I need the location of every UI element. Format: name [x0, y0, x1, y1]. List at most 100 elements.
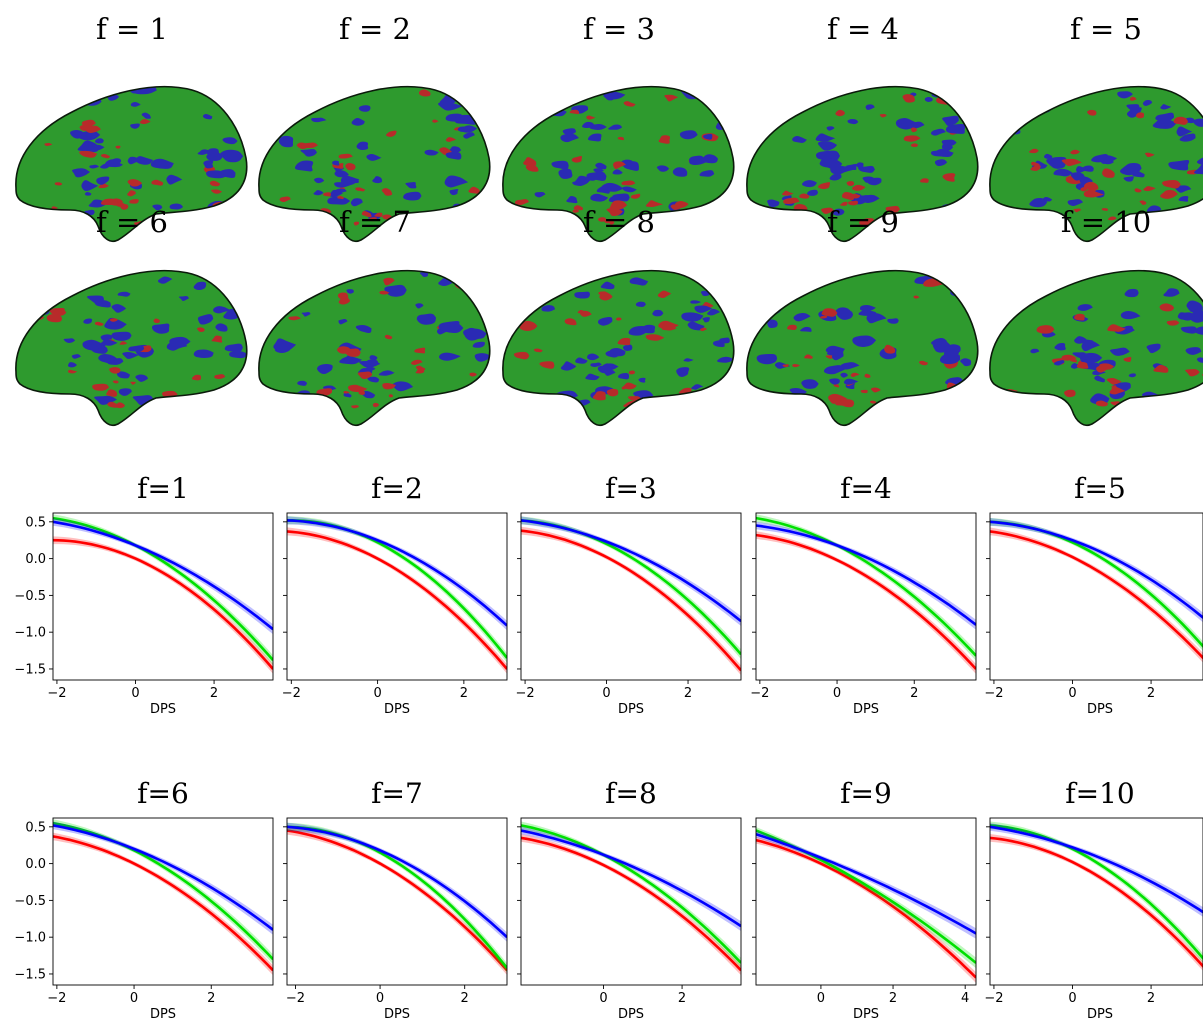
x-tick-label: 0: [817, 991, 825, 1006]
brain-title: f = 8: [583, 205, 655, 239]
plot-frame: [52, 817, 274, 986]
chart-panel: f=10 −2 0 2 DPS: [984, 777, 1203, 1022]
plot-frame: [755, 817, 977, 986]
series-line-blue: [521, 829, 741, 928]
plot-frame: [989, 512, 1203, 681]
x-tick-label: −2: [286, 991, 305, 1006]
plot-area: [53, 514, 273, 674]
x-axis-label: DPS: [1087, 1007, 1113, 1022]
x-tick-label: −2: [984, 991, 1003, 1006]
brain-panel: f = 7: [258, 205, 491, 426]
brain-title: f = 1: [96, 12, 168, 46]
x-tick-label: 0: [833, 686, 841, 701]
chart-title: f=3: [605, 472, 657, 505]
brain-title: f = 5: [1070, 12, 1142, 46]
series-line-blue: [287, 519, 507, 627]
y-tick-label: −0.5: [14, 894, 46, 909]
x-tick-label: −2: [47, 991, 66, 1006]
chart-title: f=2: [371, 472, 423, 505]
x-tick-label: 2: [678, 991, 686, 1006]
series-line-green: [990, 520, 1203, 649]
plot-frame: [52, 512, 274, 681]
x-axis-label: DPS: [853, 702, 879, 717]
chart-title: f=5: [1074, 472, 1126, 505]
series-line-blue: [990, 825, 1203, 914]
series-line-red: [756, 838, 976, 979]
series-line-green: [287, 518, 507, 659]
brain-surface-image: [989, 269, 1203, 426]
x-tick-label: 2: [1147, 686, 1155, 701]
x-tick-label: 0: [130, 991, 138, 1006]
brain-panel: f = 8: [502, 205, 735, 426]
series-band-red: [287, 826, 507, 975]
plot-frame: [520, 817, 742, 986]
series-line-red: [756, 533, 976, 670]
x-axis-label: DPS: [150, 702, 176, 717]
x-tick-label: −2: [282, 686, 301, 701]
chart-panel: f=6 −2 0 2 0.5 0.0 −0.5 −1.0 −1.5 DPS: [14, 777, 274, 1022]
x-tick-label: 0: [602, 686, 610, 701]
series-line-green: [990, 824, 1203, 961]
chart-title: f=9: [840, 777, 892, 810]
x-tick-label: 2: [461, 991, 469, 1006]
brain-surface-image: [258, 269, 491, 426]
chart-panel: f=2 −2 0 2 DPS: [282, 472, 508, 717]
x-tick-label: 0: [376, 991, 384, 1006]
chart-panel: f=3 −2 0 2 DPS: [515, 472, 742, 717]
chart-title: f=10: [1065, 777, 1134, 810]
series-line-blue: [53, 824, 273, 931]
series-band-red: [521, 526, 741, 676]
chart-panel: f=7 −2 0 2 DPS: [283, 777, 508, 1022]
plot-frame: [755, 512, 977, 681]
x-axis-label: DPS: [384, 702, 410, 717]
series-line-blue: [990, 520, 1203, 620]
series-line-blue: [756, 524, 976, 626]
y-tick-label: −1.0: [14, 626, 46, 641]
brain-title: f = 9: [827, 205, 899, 239]
x-tick-label: 0: [1068, 686, 1076, 701]
chart-panel: f=5 −2 0 2 DPS: [984, 472, 1203, 717]
series-line-red: [521, 529, 741, 672]
series-band-green: [287, 822, 507, 973]
x-axis-label: DPS: [384, 1007, 410, 1022]
series-band-blue: [990, 823, 1203, 917]
x-axis-label: DPS: [853, 1007, 879, 1022]
x-tick-label: 0: [1068, 991, 1076, 1006]
x-axis-label: DPS: [1087, 702, 1113, 717]
series-line-green: [53, 516, 273, 661]
chart-panel: f=1 −2 0 2 0.5 0.0 −0.5 −1.0 −1.5 DPS: [14, 472, 274, 717]
series-line-red: [53, 835, 273, 972]
series-line-red: [990, 530, 1203, 660]
brain-title: f = 3: [583, 12, 655, 46]
series-line-red: [287, 530, 507, 670]
series-line-green: [287, 825, 507, 969]
series-band-red: [756, 836, 976, 983]
x-tick-label: 2: [1147, 991, 1155, 1006]
brain-panel: f = 6: [15, 205, 248, 426]
chart-title: f=8: [605, 777, 657, 810]
series-band-blue: [53, 518, 273, 635]
chart-panel: f=9 0 2 4 DPS: [752, 777, 977, 1022]
plot-area: [287, 516, 507, 674]
brain-title: f = 6: [96, 205, 168, 239]
plot-frame: [286, 817, 508, 986]
series-line-blue: [756, 832, 976, 935]
x-tick-label: −2: [515, 686, 534, 701]
plot-area: [756, 514, 976, 674]
x-tick-label: 2: [210, 686, 218, 701]
x-tick-label: 4: [961, 991, 969, 1006]
y-tick-label: −1.5: [14, 662, 46, 677]
series-line-green: [521, 824, 741, 964]
plot-area: [521, 516, 741, 676]
plot-area: [990, 518, 1203, 663]
y-tick-label: 0.5: [25, 515, 46, 530]
y-tick-label: 0.0: [25, 552, 46, 567]
brain-title: f = 10: [1061, 205, 1151, 239]
series-line-blue: [521, 519, 741, 623]
chart-title: f=6: [137, 777, 189, 810]
series-band-green: [53, 819, 273, 965]
brain-title: f = 4: [827, 12, 899, 46]
y-tick-label: −1.5: [14, 967, 46, 982]
